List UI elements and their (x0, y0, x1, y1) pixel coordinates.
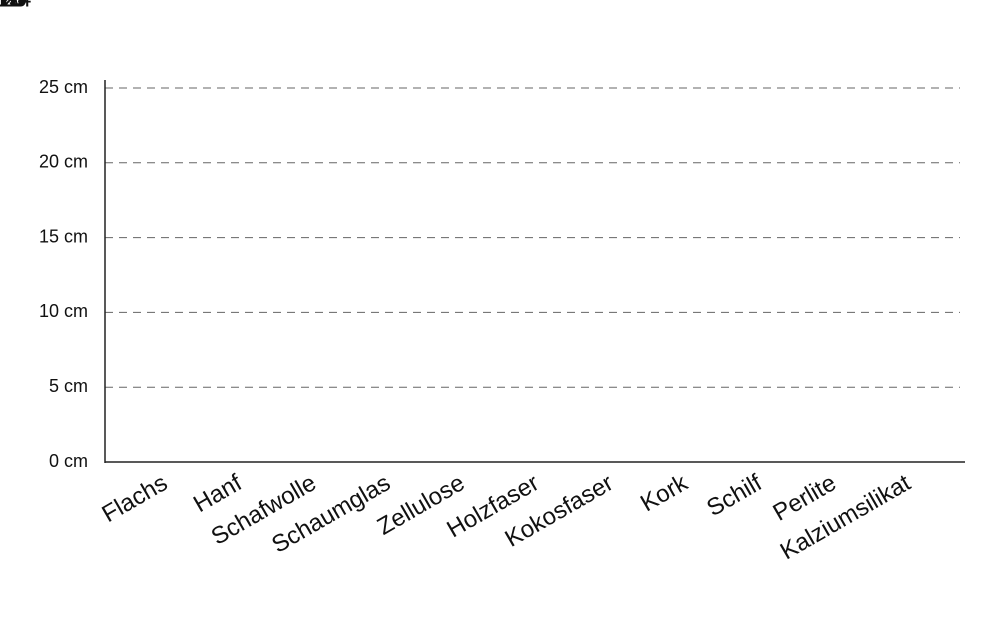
y-tick-label: 20 cm (39, 152, 88, 172)
y-tick-label: 10 cm (39, 301, 88, 321)
value-label: 16 (0, 0, 23, 13)
value-label: 24 (4, 0, 32, 13)
x-tick-label: Kork (636, 469, 693, 518)
x-tick-label: Schilf (702, 469, 767, 522)
value-label: 18 (0, 0, 25, 13)
y-tick-label: 15 cm (39, 226, 88, 246)
value-label: 18 (0, 0, 25, 13)
y-tick-label: 5 cm (49, 376, 88, 396)
value-label: 16 (0, 0, 23, 13)
value-label: 18 (0, 0, 25, 13)
value-label: 15 (0, 0, 22, 13)
grid (105, 87, 960, 463)
y-tick-label: 25 cm (39, 77, 88, 97)
value-label: 20 (0, 0, 27, 13)
value-label: 16 (0, 0, 23, 13)
x-tick-label: Flachs (97, 469, 172, 528)
value-label: 16 (0, 0, 23, 13)
y-tick-label: 0 cm (49, 451, 88, 471)
value-label: 18 (0, 0, 25, 13)
